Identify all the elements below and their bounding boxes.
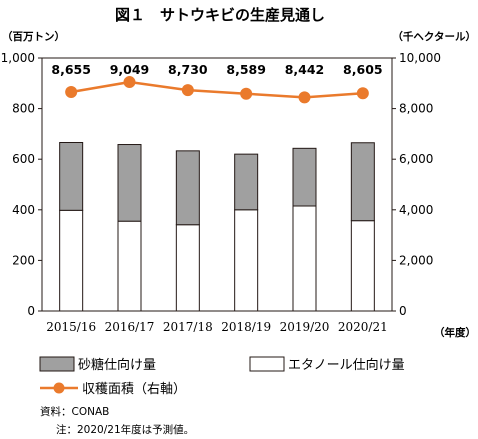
- source-note: 資料：CONAB: [40, 405, 109, 418]
- legend-marker-area: [53, 382, 65, 394]
- right-tick-label: 10,000: [399, 51, 441, 65]
- legend-label-sugar: 砂糖仕向け量: [78, 357, 156, 373]
- area-point: [298, 91, 311, 104]
- area-data-label: 9,049: [110, 62, 150, 77]
- area-line: [70, 80, 363, 99]
- right-tick-label: 2,000: [399, 253, 433, 267]
- left-tick-label: 800: [12, 102, 35, 116]
- footnote: 注：2020/21年度は予測値。: [56, 423, 194, 436]
- bar-ethanol: [117, 220, 142, 312]
- right-axis-unit: （千ヘクタール）: [392, 30, 476, 43]
- legend-label-area: 収穫面積（右軸）: [82, 382, 186, 397]
- bar-ethanol: [292, 205, 317, 312]
- bar-sugar: [350, 142, 375, 222]
- bar-ethanol: [175, 224, 200, 312]
- right-tick-label: 8,000: [399, 102, 433, 116]
- bar-sugar: [292, 147, 317, 207]
- x-tick-label: 2019/20: [280, 320, 330, 334]
- left-tick-label: 0: [27, 304, 35, 318]
- area-point: [240, 87, 253, 100]
- bar-sugar: [117, 144, 142, 222]
- left-tick-label: 200: [12, 253, 35, 267]
- right-tick-label: 6,000: [399, 152, 433, 166]
- left-tick-label: 400: [12, 203, 35, 217]
- x-tick-label: 2015/16: [46, 320, 96, 334]
- left-axis-unit: （百万トン）: [2, 30, 65, 43]
- area-point: [65, 86, 78, 99]
- bar-sugar: [59, 142, 84, 211]
- left-tick-label: 1,000: [1, 51, 35, 65]
- x-tick-label: 2018/19: [221, 320, 271, 334]
- bar-sugar: [175, 150, 200, 226]
- area-data-label: 8,442: [285, 62, 325, 77]
- x-axis-unit: （年度）: [434, 326, 476, 339]
- bar-sugar: [234, 153, 259, 211]
- plot-frame: [41, 57, 393, 312]
- right-tick-label: 4,000: [399, 203, 433, 217]
- area-point: [123, 76, 136, 89]
- chart-title: 図１ サトウキビの生産見通し: [115, 6, 325, 24]
- x-tick-label: 2020/21: [338, 320, 388, 334]
- area-data-label: 8,605: [343, 62, 383, 77]
- area-point: [356, 87, 369, 100]
- legend: 砂糖仕向け量 エタノール仕向け量 収穫面積（右軸）: [39, 356, 405, 397]
- legend-swatch-ethanol: [249, 356, 285, 372]
- bar-ethanol: [59, 209, 84, 312]
- area-data-label: 8,655: [51, 62, 91, 77]
- x-tick-label: 2017/18: [163, 320, 213, 334]
- legend-label-ethanol: エタノール仕向け量: [288, 357, 405, 373]
- left-tick-label: 600: [12, 152, 35, 166]
- bar-ethanol: [234, 209, 259, 312]
- area-data-label: 8,730: [168, 62, 208, 77]
- legend-swatch-sugar: [39, 356, 75, 372]
- plot-area: 0 200 400 600 800 1,000 0 2,000 4,000 6,000 8,000 1…: [1, 51, 441, 334]
- area-data-label: 8,589: [226, 62, 266, 77]
- bar-ethanol: [350, 220, 375, 312]
- area-point: [181, 84, 194, 97]
- right-tick-label: 0: [399, 304, 407, 318]
- x-tick-label: 2016/17: [105, 320, 155, 334]
